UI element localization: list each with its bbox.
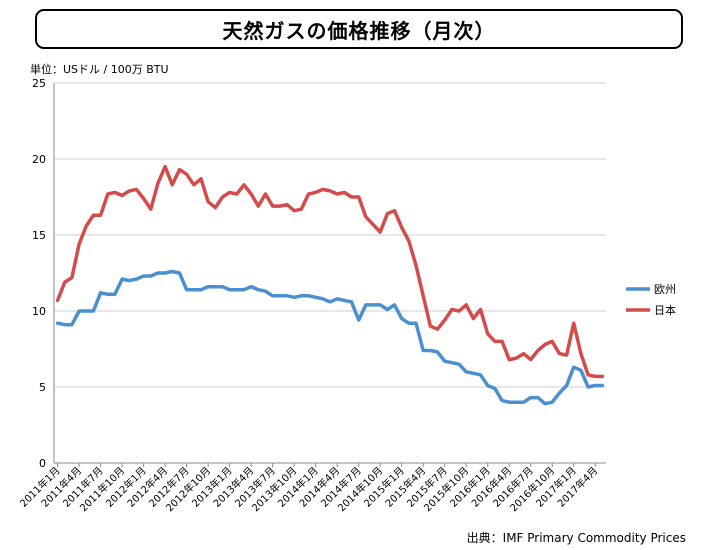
legend-label: 欧州 (654, 283, 676, 296)
y-tick-label: 10 (32, 305, 46, 318)
series-line-europe (55, 269, 605, 406)
x-axis: 2011年1月2011年4月2011年7月2011年10月2012年1月2012… (17, 462, 606, 514)
title-box: 天然ガスの価格推移（月次） (35, 9, 683, 49)
series-lines (55, 164, 605, 406)
series-line-japan (55, 164, 605, 379)
page-title: 天然ガスの価格推移（月次） (222, 18, 496, 43)
y-axis: 0 5 10 15 20 25 (32, 77, 55, 470)
grid-lines (54, 82, 606, 388)
y-tick-label: 5 (39, 381, 46, 394)
y-tick-label: 0 (39, 457, 46, 470)
y-tick-label: 15 (32, 229, 46, 242)
legend-label: 日本 (654, 303, 676, 317)
unit-label: 単位：USドル / 100万 BTU (30, 63, 169, 76)
y-tick-label: 25 (32, 77, 46, 90)
y-tick-label: 20 (32, 153, 46, 166)
source-label: 出典：IMF Primary Commodity Prices (466, 531, 686, 545)
